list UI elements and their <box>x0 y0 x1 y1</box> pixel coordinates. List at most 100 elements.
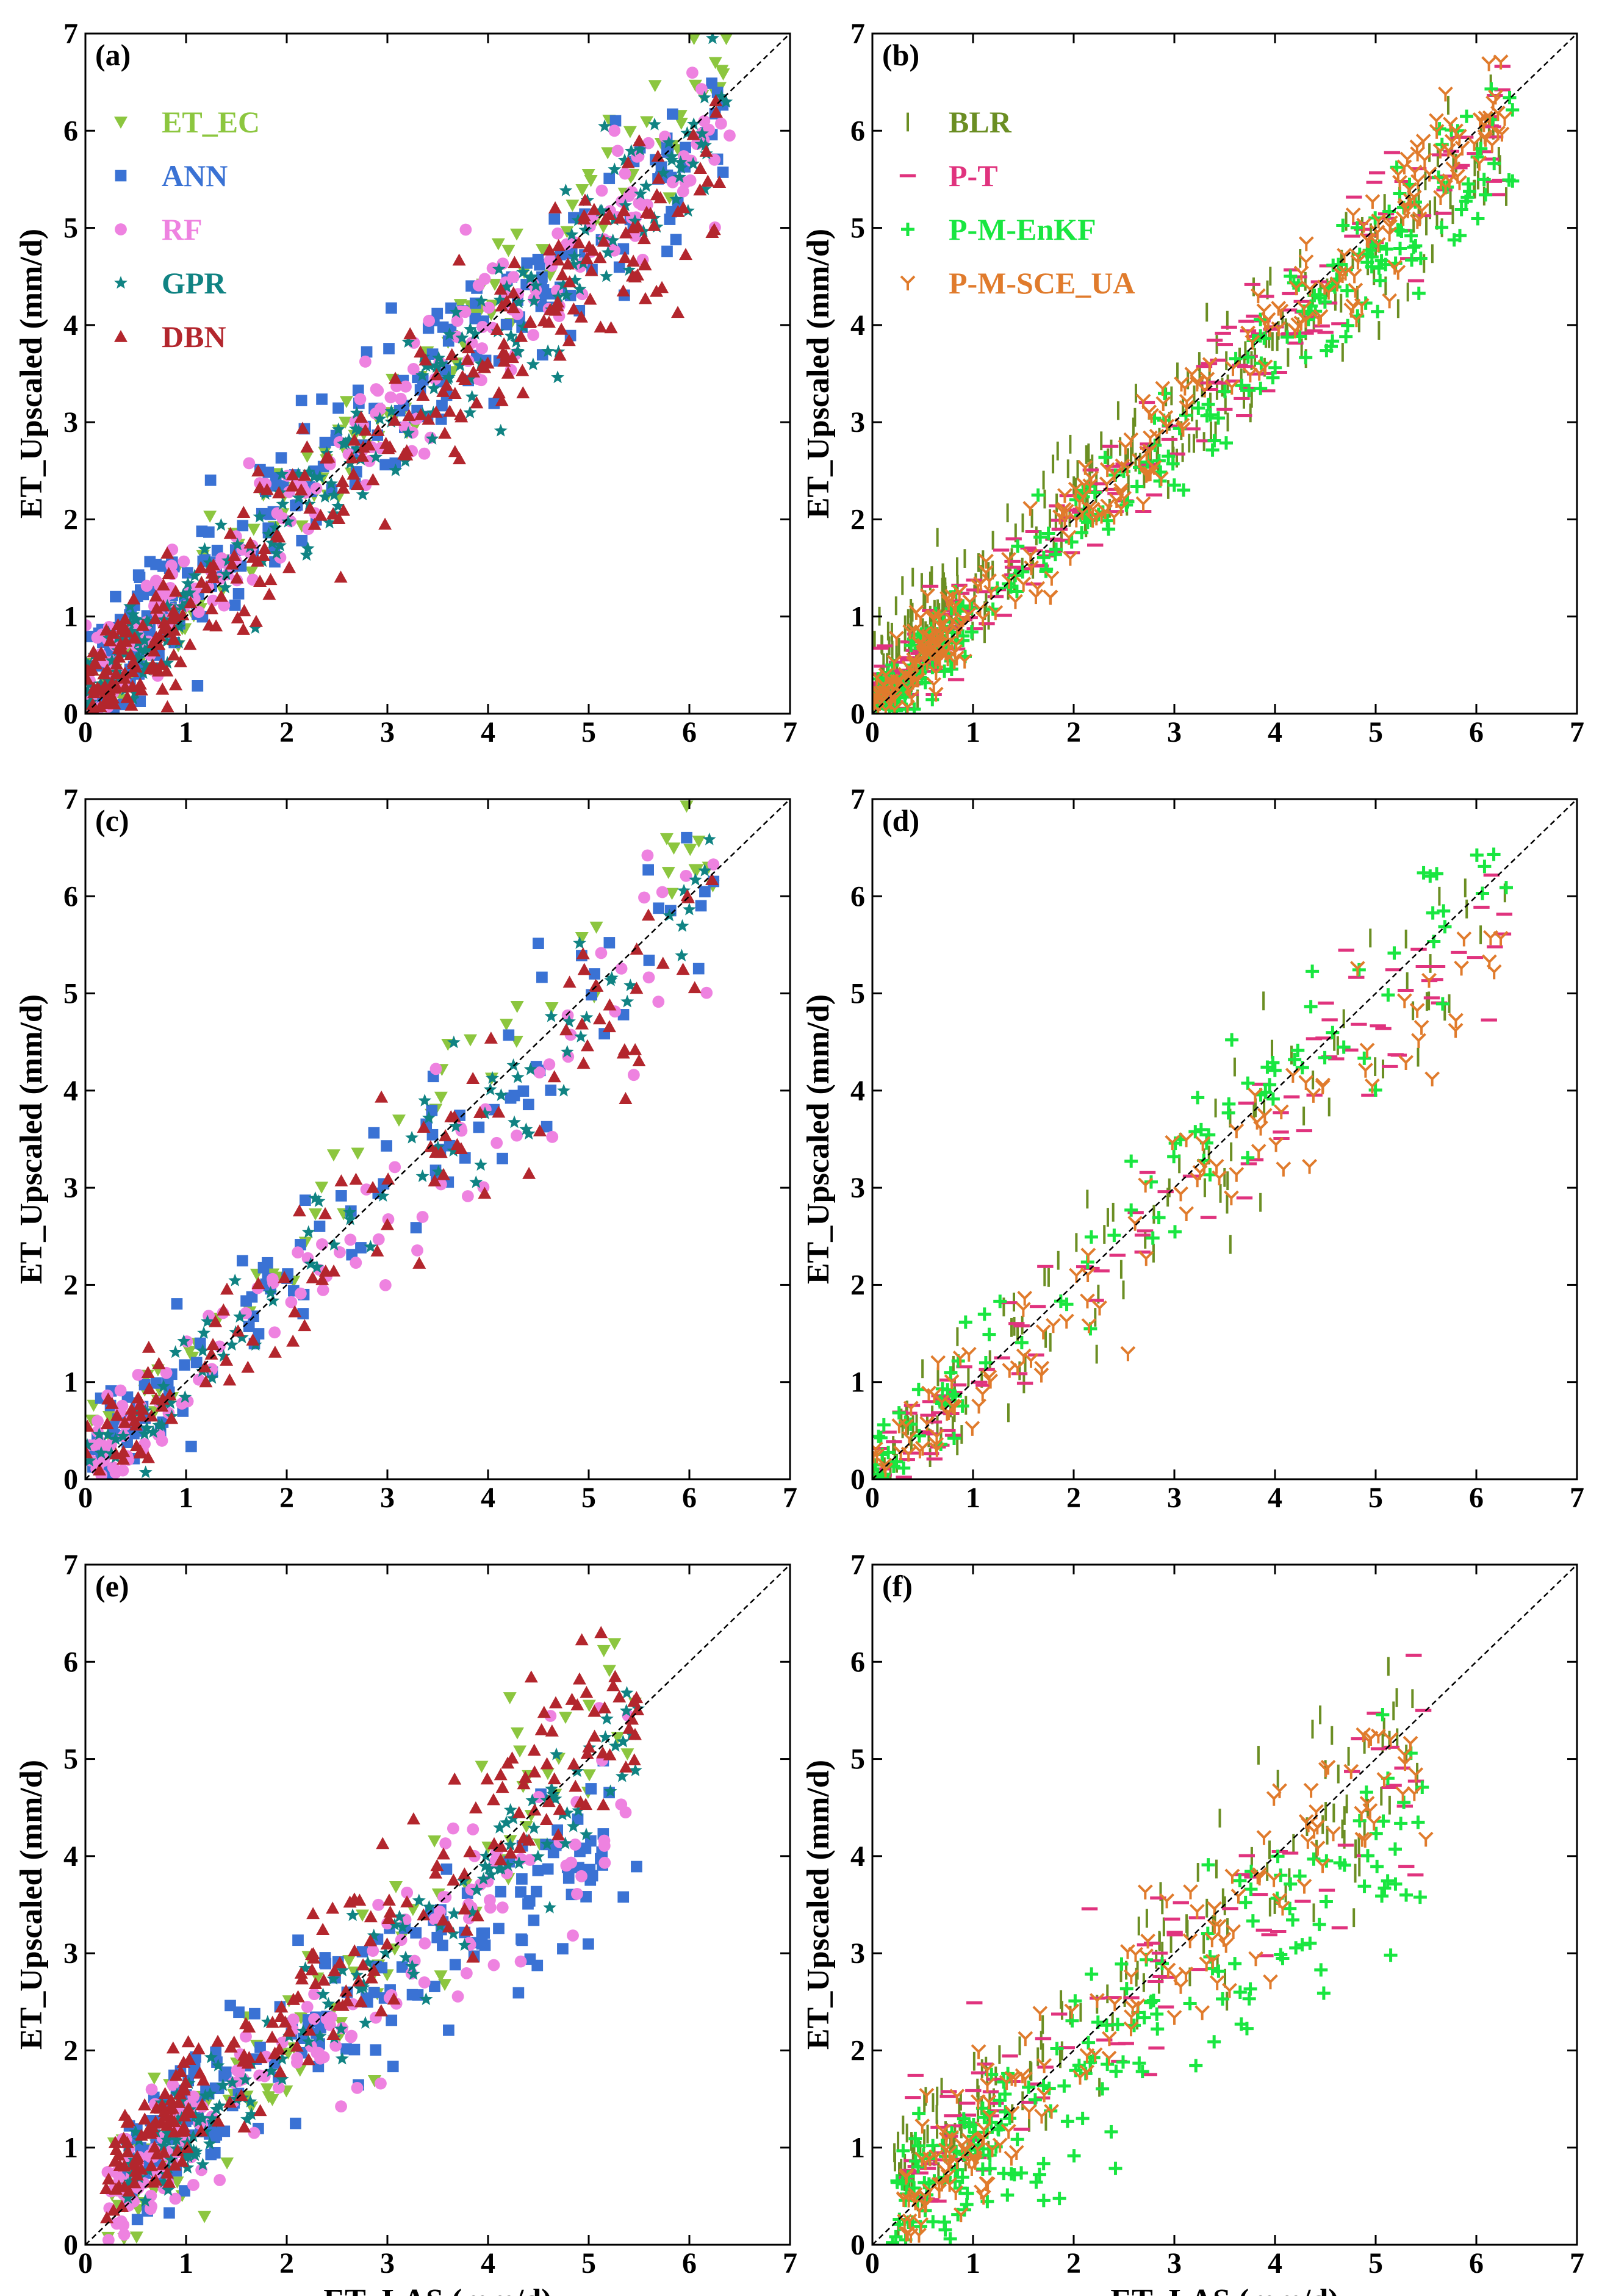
marker-ann <box>515 1886 526 1898</box>
marker-p-m-sce-ua <box>1326 1826 1341 1842</box>
marker-dbn <box>679 248 693 260</box>
marker-p-m-sce-ua <box>1064 2003 1080 2019</box>
marker-p-m-enkf <box>1413 251 1428 265</box>
marker-ann <box>603 173 616 184</box>
marker-rf <box>476 321 489 333</box>
marker-gpr <box>160 634 174 647</box>
marker-gpr <box>171 2113 185 2126</box>
marker-ann <box>431 307 444 320</box>
marker-dbn <box>380 1218 394 1230</box>
marker-ann <box>443 2024 454 2036</box>
marker-rf <box>394 392 407 405</box>
x-tick-label: 1 <box>179 1482 193 1514</box>
marker-gpr <box>212 2098 226 2112</box>
marker-p-m-enkf <box>1188 1125 1202 1139</box>
marker-p-m-enkf <box>1143 1995 1157 2009</box>
marker-dbn <box>254 2051 268 2064</box>
marker-gpr <box>719 95 733 108</box>
marker-rf <box>619 167 631 180</box>
marker-p-m-enkf <box>1050 2042 1064 2056</box>
marker-p-m-sce-ua <box>1199 1956 1215 1971</box>
marker-p-m-sce-ua <box>1123 432 1139 448</box>
marker-rf <box>666 176 679 188</box>
marker-et-ec <box>683 844 697 856</box>
marker-dbn <box>628 270 642 283</box>
marker-p-m-sce-ua <box>1137 1884 1153 1900</box>
marker-dbn <box>555 322 569 335</box>
marker-gpr <box>674 160 688 174</box>
marker-rf <box>102 2234 115 2245</box>
marker-dbn <box>328 1964 342 1976</box>
marker-p-m-enkf <box>1242 1992 1256 2006</box>
marker-p-m-sce-ua <box>913 2217 929 2233</box>
marker-dbn <box>450 1138 464 1150</box>
marker-gpr <box>694 137 708 150</box>
marker-ann <box>182 567 193 579</box>
marker-gpr <box>615 1769 629 1782</box>
marker-dbn <box>305 1963 319 1976</box>
marker-ann <box>232 588 245 600</box>
marker-dbn <box>580 1746 594 1759</box>
marker-dbn <box>547 1070 561 1083</box>
marker-rf <box>231 2064 243 2077</box>
marker-dbn <box>575 1633 589 1646</box>
marker-p-m-enkf <box>1096 2082 1110 2096</box>
marker-p-m-enkf <box>1200 409 1214 423</box>
marker-dbn <box>118 612 132 625</box>
marker-gpr <box>265 536 279 549</box>
marker-rf <box>187 2179 199 2191</box>
marker-p-m-enkf <box>1002 2111 1016 2125</box>
marker-p-m-enkf <box>1060 2114 1074 2128</box>
marker-p-m-sce-ua <box>1275 1900 1290 1916</box>
marker-dbn <box>456 370 470 382</box>
marker-dbn <box>567 1757 581 1770</box>
marker-gpr <box>343 1205 357 1219</box>
marker-dbn <box>528 1803 542 1816</box>
marker-et-ec <box>559 1712 573 1724</box>
marker-et-ec <box>434 1970 448 1983</box>
marker-p-m-sce-ua <box>929 2149 944 2164</box>
marker-ann <box>292 1934 304 1946</box>
marker-rf <box>160 1366 173 1379</box>
marker-gpr <box>447 1926 461 1940</box>
marker-p-m-enkf <box>1387 946 1401 960</box>
x-tick-label: 3 <box>380 1482 395 1514</box>
marker-gpr <box>398 454 412 467</box>
legend-item-p-m-sce-ua: P-M-SCE_UA <box>900 266 1135 300</box>
marker-gpr <box>574 1030 588 1042</box>
marker-p-m-enkf <box>997 2167 1011 2181</box>
marker-et-ec <box>602 1665 616 1677</box>
marker-gpr <box>217 1349 231 1362</box>
series-p-m-sce-ua <box>896 1727 1434 2243</box>
marker-et-ec <box>488 279 502 291</box>
marker-gpr <box>493 293 507 306</box>
marker-gpr <box>648 117 661 131</box>
marker-p-m-enkf <box>1376 1814 1390 1828</box>
marker-et-ec <box>716 68 730 81</box>
marker-p-m-sce-ua <box>1365 194 1381 209</box>
marker-dbn <box>545 1724 559 1737</box>
marker-rf <box>543 1058 556 1071</box>
marker-p-m-sce-ua <box>1454 960 1469 976</box>
marker-p-m-enkf <box>943 2232 957 2245</box>
marker-dbn <box>339 1984 353 1996</box>
marker-gpr <box>580 1010 594 1024</box>
legend-item-rf: RF <box>115 212 203 246</box>
marker-dbn <box>173 655 187 667</box>
marker-gpr <box>406 1967 420 1980</box>
marker-rf <box>533 1066 546 1079</box>
marker-gpr <box>662 135 676 149</box>
marker-rf <box>652 996 665 1008</box>
marker-dbn <box>184 596 198 609</box>
marker-dbn <box>709 94 723 107</box>
marker-gpr <box>557 1083 571 1097</box>
marker-dbn <box>551 1828 566 1840</box>
marker-dbn <box>220 1354 234 1366</box>
marker-dbn <box>174 2065 188 2078</box>
marker-p-m-sce-ua <box>1177 380 1193 396</box>
marker-dbn <box>237 506 251 518</box>
marker-p-m-sce-ua <box>1139 445 1155 461</box>
marker-rf <box>329 2039 342 2052</box>
